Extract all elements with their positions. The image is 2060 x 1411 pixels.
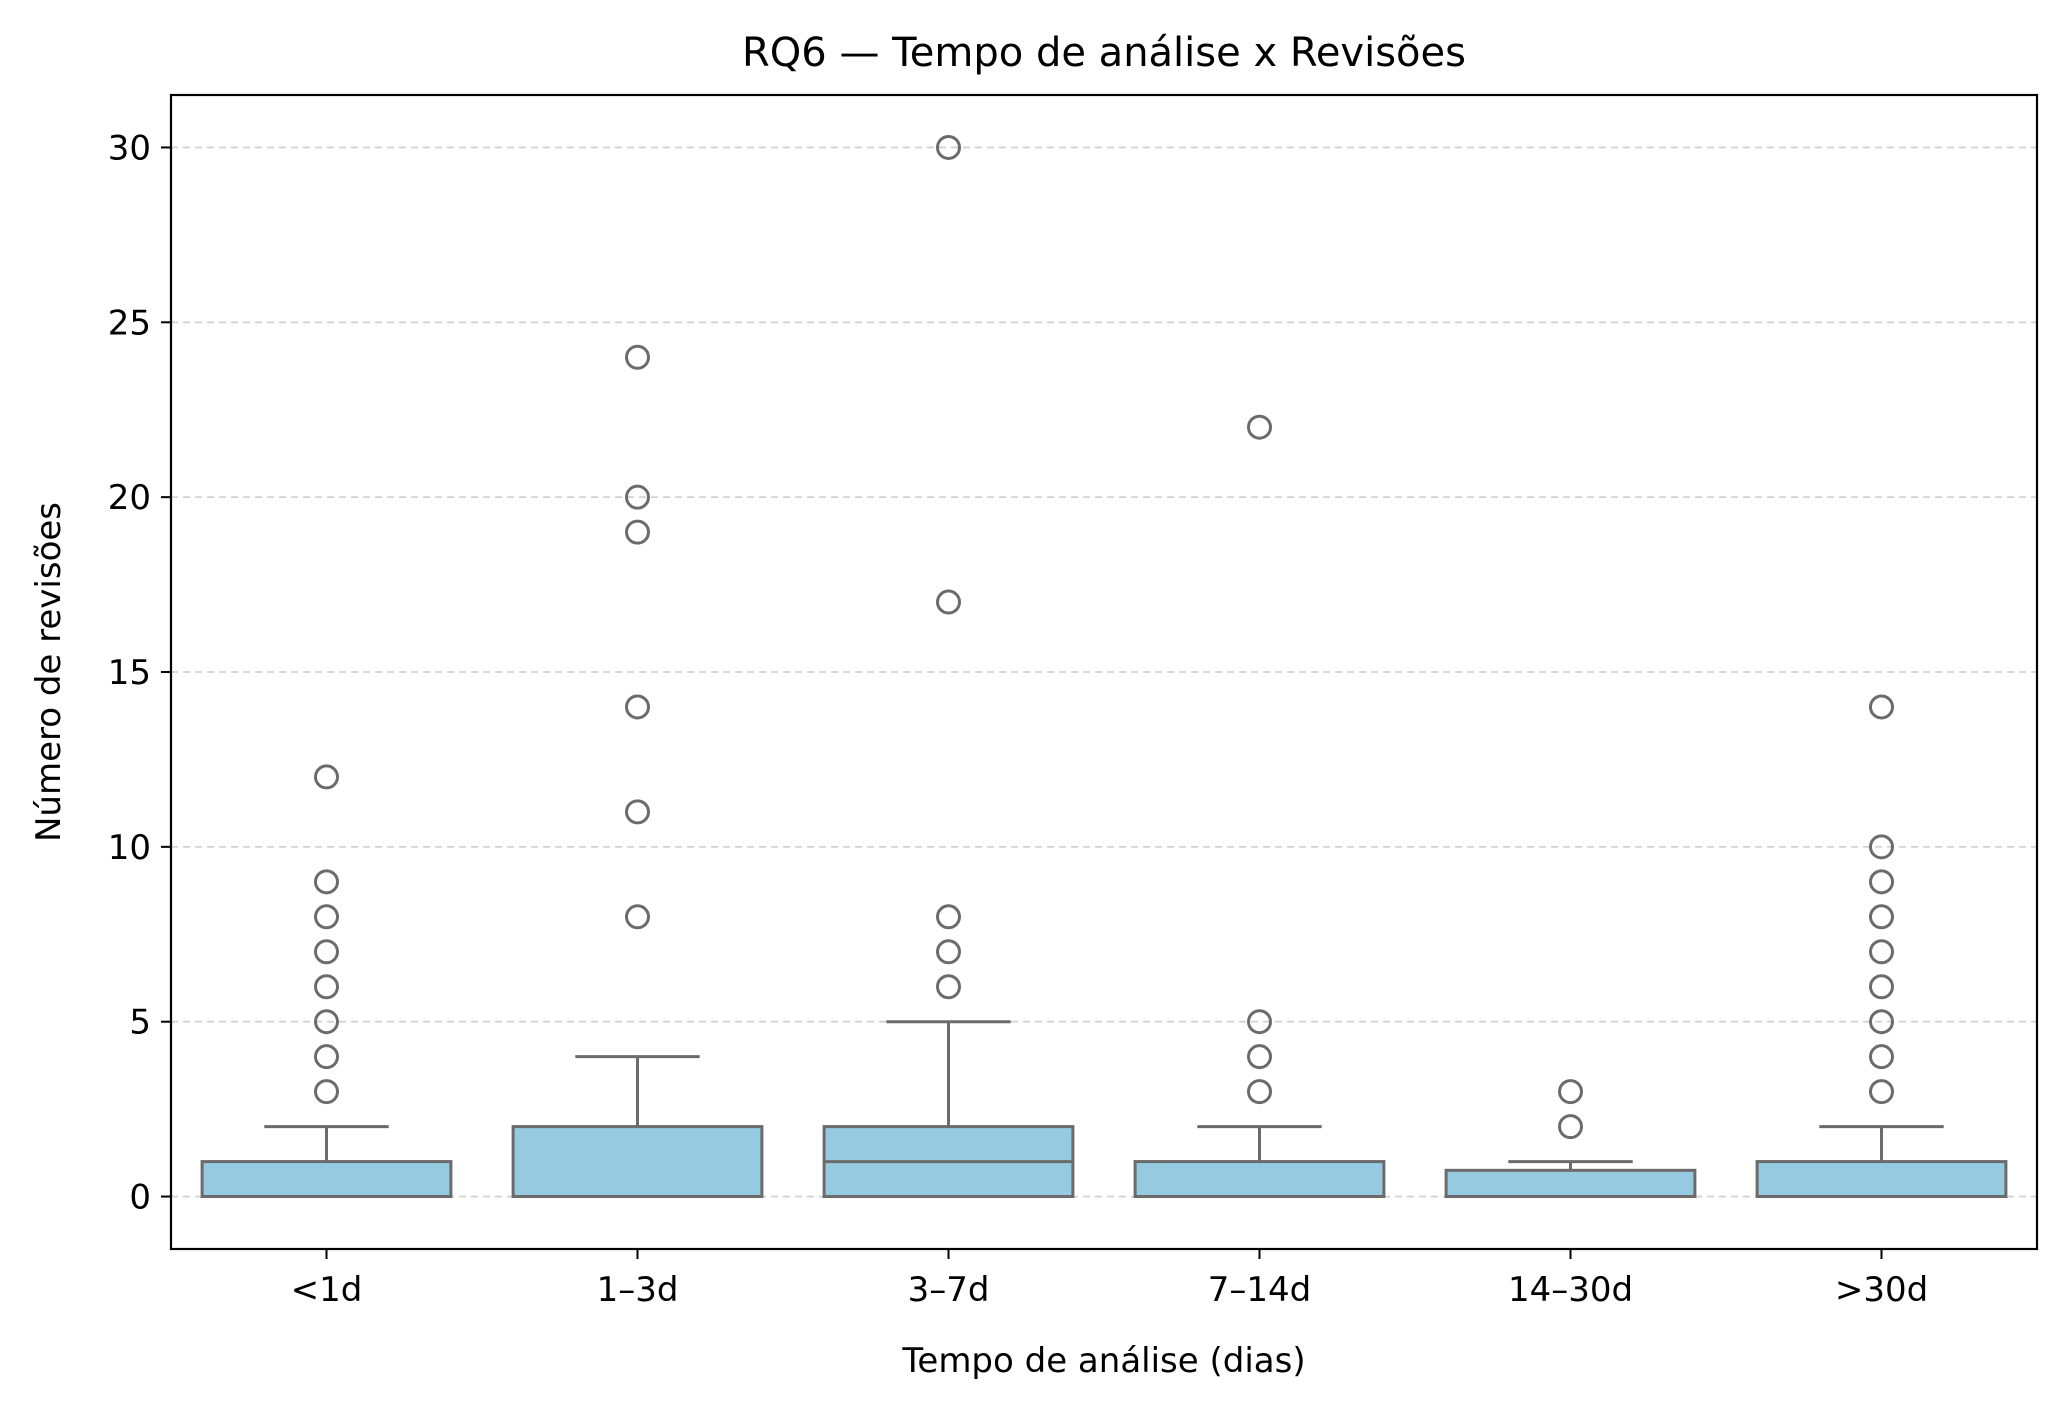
outlier-point xyxy=(1869,694,1894,720)
outlier-point xyxy=(1247,1009,1272,1035)
outlier-point xyxy=(314,1079,339,1105)
outlier-point xyxy=(1869,1079,1894,1105)
outlier-point xyxy=(1869,869,1894,895)
outlier-point xyxy=(1869,834,1894,860)
outlier-point xyxy=(625,484,650,510)
outlier-point xyxy=(314,974,339,1000)
chart-title: RQ6 — Tempo de análise x Revisões xyxy=(742,30,1466,76)
outlier-point xyxy=(1869,939,1894,965)
outlier-point xyxy=(1869,904,1894,930)
y-tick-label: 10 xyxy=(108,828,151,868)
x-tick-label: <1d xyxy=(291,1270,363,1310)
outlier-point xyxy=(314,869,339,895)
outlier-point xyxy=(1247,1044,1272,1070)
y-tick-label: 15 xyxy=(108,653,151,693)
iqr-box xyxy=(1444,1168,1697,1199)
outlier-point xyxy=(1869,974,1894,1000)
x-tick-label: 3–7d xyxy=(908,1270,990,1310)
iqr-box xyxy=(1133,1160,1386,1199)
x-tick-label: 14–30d xyxy=(1508,1270,1633,1310)
y-tick-label: 20 xyxy=(108,478,151,518)
iqr-box xyxy=(511,1125,764,1199)
x-tick-label: >30d xyxy=(1835,1270,1928,1310)
outlier-point xyxy=(936,134,961,160)
outlier-point xyxy=(936,589,961,615)
outlier-point xyxy=(1247,414,1272,440)
outlier-point xyxy=(625,904,650,930)
outlier-point xyxy=(936,974,961,1000)
outlier-point xyxy=(1247,1079,1272,1105)
outlier-point xyxy=(625,799,650,825)
box-4 xyxy=(1133,1125,1386,1199)
iqr-box xyxy=(1755,1160,2008,1199)
y-tick-label: 0 xyxy=(129,1178,151,1218)
y-tick-label: 25 xyxy=(108,303,151,343)
outlier-point xyxy=(1869,1044,1894,1070)
outlier-point xyxy=(314,904,339,930)
outliers xyxy=(314,134,1894,1140)
outlier-point xyxy=(625,519,650,545)
outlier-point xyxy=(625,344,650,370)
y-tick-label: 5 xyxy=(129,1003,151,1043)
outlier-point xyxy=(625,694,650,720)
gridlines xyxy=(171,146,2037,1198)
outlier-point xyxy=(314,939,339,965)
y-axis-ticks: 0 5 10 15 20 25 30 xyxy=(108,128,171,1218)
box-5 xyxy=(1444,1160,1697,1199)
outlier-point xyxy=(1869,1009,1894,1035)
outlier-point xyxy=(1558,1079,1583,1105)
x-axis-label: Tempo de análise (dias) xyxy=(901,1341,1305,1381)
iqr-box xyxy=(200,1160,453,1199)
outlier-point xyxy=(936,939,961,965)
x-tick-label: 7–14d xyxy=(1208,1270,1311,1310)
y-axis-label: Número de revisões xyxy=(29,502,69,842)
x-tick-label: 1–3d xyxy=(597,1270,679,1310)
outlier-point xyxy=(1558,1114,1583,1140)
outlier-point xyxy=(314,1009,339,1035)
boxes xyxy=(200,1020,2008,1199)
x-axis-ticks: <1d 1–3d 3–7d 7–14d 14–30d >30d xyxy=(291,1249,1928,1310)
outlier-point xyxy=(314,764,339,790)
outlier-point xyxy=(936,904,961,930)
box-2 xyxy=(511,1055,764,1199)
box-6 xyxy=(1755,1125,2008,1199)
outlier-point xyxy=(314,1044,339,1070)
y-tick-label: 30 xyxy=(108,128,151,168)
box-1 xyxy=(200,1125,453,1199)
box-3 xyxy=(822,1020,1075,1199)
